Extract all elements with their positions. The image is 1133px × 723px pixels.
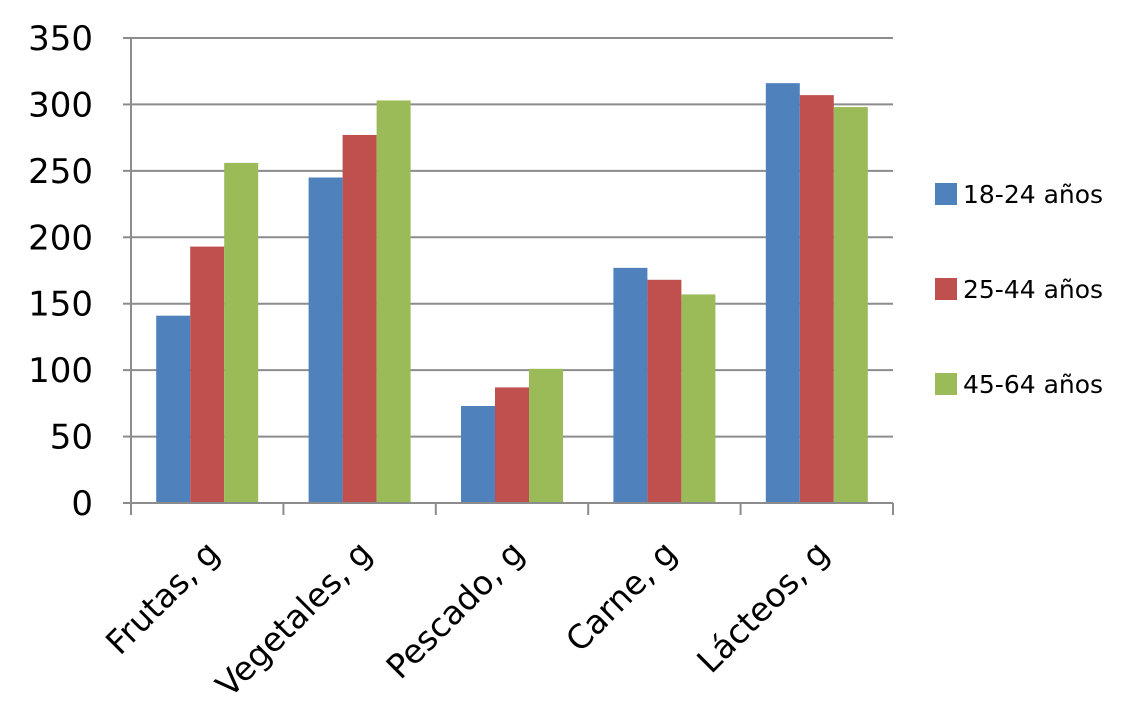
bar-25-44-años-2 — [495, 387, 529, 503]
y-tick-label: 100 — [28, 351, 93, 391]
bar-25-44-años-1 — [342, 134, 377, 503]
bar-45-64-años-3 — [681, 294, 716, 503]
axes — [123, 37, 894, 515]
y-tick-label: 300 — [28, 85, 93, 125]
bar-25-44-años-4 — [799, 95, 834, 503]
y-tick-label: 200 — [28, 218, 93, 258]
bar-18-24-años-0 — [156, 315, 191, 503]
y-tick-label: 150 — [28, 285, 93, 325]
x-category-label: Carne, g — [558, 533, 684, 659]
bars — [156, 83, 868, 504]
legend-swatch — [935, 183, 957, 205]
legend-swatch — [935, 373, 957, 395]
legend-label: 18-24 años — [963, 180, 1103, 209]
y-tick-label: 0 — [71, 484, 93, 524]
bar-18-24-años-3 — [613, 267, 648, 503]
x-category-label: Frutas, g — [98, 533, 227, 662]
bar-45-64-años-4 — [833, 107, 868, 503]
bar-45-64-años-2 — [529, 368, 563, 503]
y-tick-label: 50 — [50, 418, 93, 458]
y-tick-labels: 0 50 100 150 200 250 300 350 — [28, 19, 93, 524]
bar-18-24-años-1 — [308, 177, 343, 503]
y-tick-label: 350 — [28, 19, 93, 59]
legend-label: 45-64 años — [963, 370, 1103, 399]
legend: 18-24 años 25-44 años 45-64 años — [935, 180, 1103, 399]
legend-label: 25-44 años — [963, 275, 1103, 304]
bar-45-64-años-1 — [376, 100, 411, 503]
x-category-label: Lácteos, g — [689, 533, 836, 680]
bar-25-44-años-3 — [647, 279, 682, 503]
legend-swatch — [935, 278, 957, 300]
bar-45-64-años-0 — [224, 162, 259, 503]
y-tick-label: 250 — [28, 152, 93, 192]
bar-18-24-años-2 — [461, 406, 495, 503]
x-category-label: Vegetales, g — [208, 533, 379, 704]
bar-18-24-años-4 — [765, 83, 800, 504]
bar-25-44-años-0 — [190, 246, 225, 504]
x-category-label: Pescado, g — [378, 533, 531, 686]
